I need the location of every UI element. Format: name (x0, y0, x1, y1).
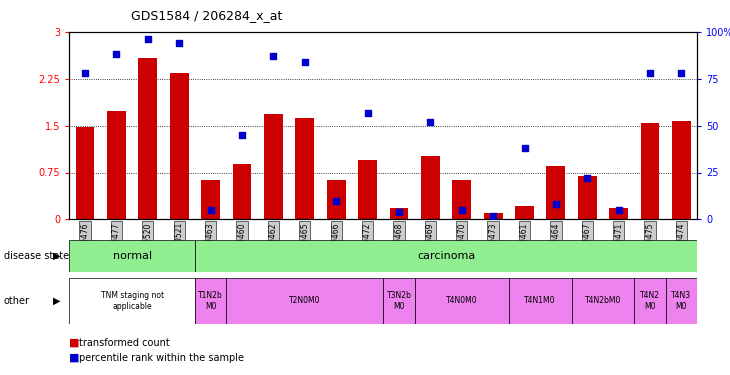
Bar (201, 180, 220, 219)
Bar (421, 156, 439, 219)
Text: carcinoma: carcinoma (417, 251, 475, 261)
Bar (634, 278, 666, 324)
Point (518, 145, 530, 151)
Bar (296, 118, 314, 219)
Bar (484, 213, 502, 219)
Bar (195, 278, 226, 324)
Point (361, 110, 373, 116)
Bar (69, 240, 195, 272)
Point (204, 207, 216, 213)
Bar (327, 180, 345, 219)
Point (550, 201, 562, 207)
Bar (672, 121, 691, 219)
Text: GDS1584 / 206284_x_at: GDS1584 / 206284_x_at (131, 9, 283, 22)
Bar (415, 278, 509, 324)
Text: normal: normal (112, 251, 152, 261)
Point (267, 53, 279, 59)
Bar (547, 166, 565, 219)
Bar (264, 114, 283, 219)
Text: ■: ■ (69, 353, 80, 363)
Bar (666, 278, 697, 324)
Point (675, 70, 687, 76)
Point (644, 70, 656, 76)
Bar (453, 180, 471, 219)
Text: T3N2b
M0: T3N2b M0 (386, 291, 412, 310)
Text: T4N2bM0: T4N2bM0 (585, 296, 621, 305)
Text: T4N2
M0: T4N2 M0 (640, 291, 660, 310)
Text: TNM staging not
applicable: TNM staging not applicable (101, 291, 164, 310)
Point (236, 132, 247, 138)
Bar (578, 176, 596, 219)
Bar (107, 111, 126, 219)
Bar (515, 206, 534, 219)
Point (425, 119, 437, 125)
Text: ■: ■ (69, 338, 80, 348)
Point (456, 207, 468, 213)
Text: other: other (4, 296, 30, 306)
Point (393, 209, 404, 215)
Point (110, 51, 122, 57)
Text: T4N3
M0: T4N3 M0 (672, 291, 691, 310)
Bar (170, 72, 188, 219)
Bar (572, 278, 634, 324)
Text: T4N1M0: T4N1M0 (524, 296, 556, 305)
Bar (69, 278, 195, 324)
Text: disease state: disease state (4, 251, 69, 261)
Bar (641, 123, 659, 219)
Bar (195, 240, 697, 272)
Text: T1N2b
M0: T1N2b M0 (199, 291, 223, 310)
Bar (610, 208, 628, 219)
Bar (233, 164, 251, 219)
Text: transformed count: transformed count (79, 338, 169, 348)
Point (299, 59, 311, 65)
Point (142, 36, 153, 42)
Text: ▶: ▶ (53, 296, 61, 306)
Bar (76, 127, 94, 219)
Bar (358, 160, 377, 219)
Text: ▶: ▶ (53, 251, 61, 261)
Point (330, 198, 342, 204)
Bar (509, 278, 572, 324)
Point (79, 70, 91, 76)
Point (612, 207, 624, 213)
Bar (226, 278, 383, 324)
Point (173, 40, 185, 46)
Text: T4N0M0: T4N0M0 (446, 296, 477, 305)
Bar (383, 278, 415, 324)
Bar (390, 208, 408, 219)
Point (581, 175, 593, 181)
Point (488, 213, 499, 219)
Text: percentile rank within the sample: percentile rank within the sample (79, 353, 244, 363)
Text: T2N0M0: T2N0M0 (289, 296, 320, 305)
Bar (139, 58, 157, 219)
